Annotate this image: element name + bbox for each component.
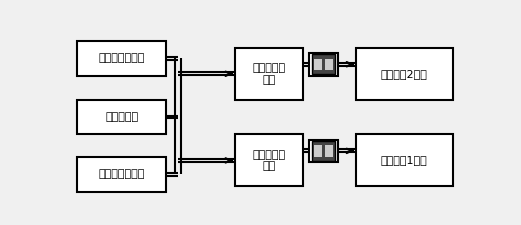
Bar	[77, 41, 166, 76]
Bar	[309, 140, 338, 162]
Text: 中心模糊控
制器: 中心模糊控 制器	[253, 150, 286, 171]
Text: 后开关检测单元: 后开关检测单元	[98, 169, 145, 179]
Text: 发射单元2开启: 发射单元2开启	[381, 69, 428, 79]
Bar	[312, 54, 335, 74]
Bar	[356, 134, 453, 186]
Bar	[234, 48, 303, 100]
Bar	[314, 59, 322, 70]
Bar	[77, 157, 166, 192]
Text: 电磁传感器: 电磁传感器	[105, 112, 138, 122]
Bar	[325, 59, 333, 70]
Bar	[325, 145, 333, 157]
Bar	[356, 48, 453, 100]
Text: 前开关检测单元: 前开关检测单元	[98, 53, 145, 63]
Text: 中心模糊控
制器: 中心模糊控 制器	[253, 63, 286, 85]
Bar	[312, 141, 335, 161]
Text: 发射单元1关断: 发射单元1关断	[381, 155, 428, 165]
Bar	[77, 100, 166, 134]
Bar	[309, 53, 338, 76]
Bar	[314, 145, 322, 157]
Bar	[234, 134, 303, 186]
